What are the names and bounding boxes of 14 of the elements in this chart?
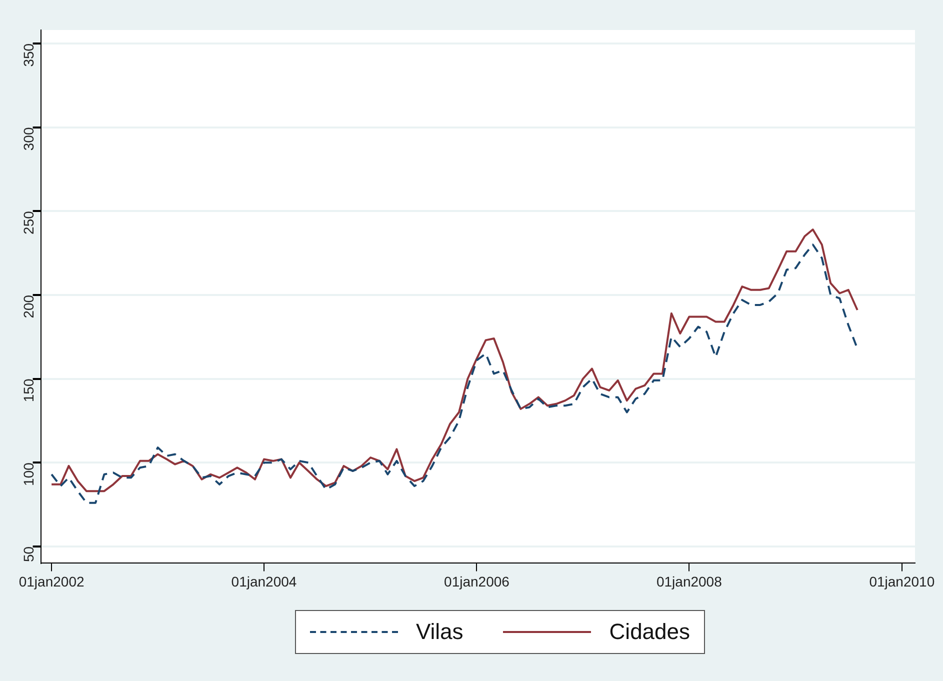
y-tick-label: 250 bbox=[20, 210, 37, 234]
y-tick-label: 350 bbox=[20, 43, 37, 67]
y-tick-label: 300 bbox=[20, 127, 37, 151]
x-tick-label: 01jan2004 bbox=[231, 573, 297, 590]
legend-label: Vilas bbox=[416, 619, 464, 645]
y-tick-label: 200 bbox=[20, 294, 37, 318]
legend-label: Cidades bbox=[609, 619, 690, 645]
x-tick-label: 01jan2008 bbox=[656, 573, 722, 590]
x-tick-label: 01jan2010 bbox=[869, 573, 935, 590]
x-tick-label: 01jan2006 bbox=[444, 573, 510, 590]
y-tick-label: 100 bbox=[20, 462, 37, 486]
x-tick-label: 01jan2002 bbox=[18, 573, 84, 590]
y-tick-label: 50 bbox=[20, 546, 37, 562]
y-tick-label: 150 bbox=[20, 378, 37, 402]
